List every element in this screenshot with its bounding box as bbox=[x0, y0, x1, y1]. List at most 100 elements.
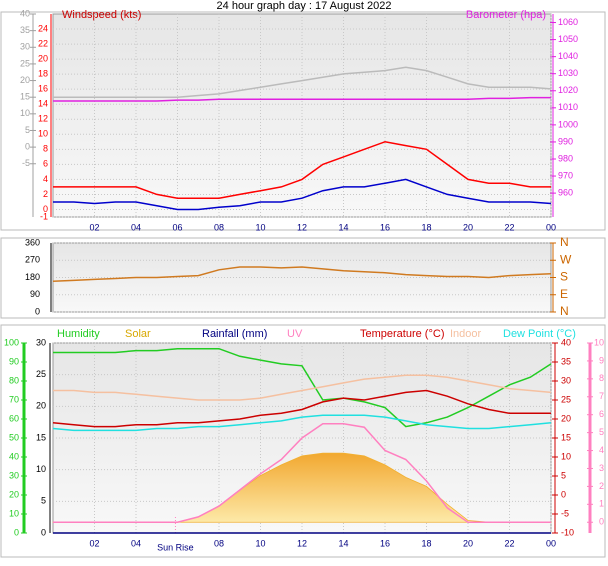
y3-tick-label: 0 bbox=[25, 141, 30, 151]
y-tick-label: 18 bbox=[38, 69, 48, 79]
legend-entry: UV bbox=[287, 328, 303, 340]
y-axis-title: Windspeed (kts) bbox=[62, 9, 141, 21]
y-tick-label: 6 bbox=[43, 159, 48, 169]
x-tick-label: 18 bbox=[421, 222, 431, 232]
line bbox=[52, 266, 552, 283]
y2-tick-label: 30 bbox=[561, 375, 571, 385]
x-tick-label: 02 bbox=[89, 222, 99, 232]
y-tick-label: 5 bbox=[41, 496, 46, 506]
legend-entry: Rainfall (mm) bbox=[202, 328, 267, 340]
y3-tick-label: 30 bbox=[20, 42, 30, 52]
y2-axis-title: Barometer (hpa) bbox=[466, 9, 546, 21]
line bbox=[53, 66, 552, 98]
annotation: Sun Rise bbox=[157, 542, 194, 552]
y3-tick-label: 20 bbox=[20, 75, 30, 85]
y2-tick-label: S bbox=[560, 270, 568, 284]
x-tick-label: 02 bbox=[89, 538, 99, 548]
y2-tick-label: 1000 bbox=[558, 119, 578, 129]
legend-entry: Dew Point (°C) bbox=[503, 328, 576, 340]
y-tick-label: 30 bbox=[36, 337, 46, 347]
y2-tick-label: W bbox=[560, 252, 572, 266]
y-tick-label: 12 bbox=[38, 114, 48, 124]
y2-tick-label: -5 bbox=[561, 508, 569, 518]
line bbox=[53, 178, 552, 211]
line bbox=[53, 347, 552, 428]
y2-tick-label: 20 bbox=[561, 413, 571, 423]
line bbox=[52, 414, 552, 432]
line bbox=[53, 374, 552, 401]
y3-tick-label: 30 bbox=[9, 470, 19, 480]
y4-tick-label: 7 bbox=[599, 391, 604, 401]
y3-tick-label: 35 bbox=[20, 25, 30, 35]
x-tick-label: 20 bbox=[463, 538, 473, 548]
x-tick-label: 10 bbox=[255, 222, 265, 232]
y2-tick-label: 960 bbox=[558, 187, 573, 197]
y2-tick-label: 40 bbox=[561, 337, 571, 347]
y2-tick-label: E bbox=[560, 287, 568, 301]
x-tick-label: 04 bbox=[131, 538, 141, 548]
y2-tick-label: 10 bbox=[561, 451, 571, 461]
y-tick-label: 14 bbox=[38, 99, 48, 109]
x-tick-label: 00 bbox=[546, 538, 556, 548]
x-tick-label: 22 bbox=[504, 538, 514, 548]
y-tick-label: 10 bbox=[38, 129, 48, 139]
y2-tick-label: -10 bbox=[561, 527, 574, 537]
x-tick-label: 16 bbox=[380, 222, 390, 232]
x-tick-label: 12 bbox=[297, 538, 307, 548]
legend-entry: Temperature (°C) bbox=[360, 328, 444, 340]
y4-tick-label: 9 bbox=[599, 355, 604, 365]
y2-tick-label: 990 bbox=[558, 136, 573, 146]
y-tick-label: 4 bbox=[43, 174, 48, 184]
x-tick-label: 08 bbox=[214, 222, 224, 232]
y2-tick-label: 25 bbox=[561, 394, 571, 404]
line bbox=[53, 422, 551, 523]
line bbox=[53, 141, 551, 199]
y-tick-label: 270 bbox=[25, 255, 40, 265]
y3-tick-label: 90 bbox=[9, 356, 19, 366]
y3-tick-label: 100 bbox=[4, 337, 19, 347]
y-tick-label: 10 bbox=[36, 464, 46, 474]
y2-tick-label: 1060 bbox=[558, 17, 578, 27]
y2-tick-label: N bbox=[560, 304, 569, 318]
y3-tick-label: 40 bbox=[20, 8, 30, 18]
y4-tick-label: 3 bbox=[599, 463, 604, 473]
x-tick-label: 04 bbox=[131, 222, 141, 232]
y3-tick-label: 10 bbox=[9, 508, 19, 518]
y-tick-label: 360 bbox=[25, 237, 40, 247]
y3-tick-label: 0 bbox=[14, 527, 19, 537]
y-tick-label: 16 bbox=[38, 84, 48, 94]
y2-tick-label: 15 bbox=[561, 432, 571, 442]
y-tick-label: 20 bbox=[36, 401, 46, 411]
y-tick-label: 90 bbox=[30, 289, 40, 299]
y4-tick-label: 0 bbox=[599, 517, 604, 527]
x-tick-label: 22 bbox=[504, 222, 514, 232]
y4-tick-label: 8 bbox=[599, 373, 604, 383]
y3-tick-label: -5 bbox=[22, 158, 30, 168]
y2-tick-label: 1020 bbox=[558, 85, 578, 95]
y2-tick-label: 970 bbox=[558, 170, 573, 180]
y3-tick-label: 15 bbox=[20, 92, 30, 102]
y-tick-label: 0 bbox=[43, 204, 48, 214]
legend-entry: Solar bbox=[125, 328, 151, 340]
y2-tick-label: N bbox=[560, 235, 569, 249]
y2-tick-label: 1030 bbox=[558, 68, 578, 78]
y2-tick-label: 980 bbox=[558, 153, 573, 163]
y4-tick-label: 10 bbox=[594, 337, 604, 347]
y-tick-label: 2 bbox=[43, 189, 48, 199]
y-tick-label: 180 bbox=[25, 272, 40, 282]
chart-title: 24 hour graph day : 17 August 2022 bbox=[217, 0, 392, 12]
x-tick-label: 16 bbox=[380, 538, 390, 548]
y2-tick-label: 1050 bbox=[558, 34, 578, 44]
x-tick-label: 10 bbox=[255, 538, 265, 548]
y-tick-label: 8 bbox=[43, 144, 48, 154]
y2-tick-label: 1040 bbox=[558, 51, 578, 61]
y-tick-label: 25 bbox=[36, 369, 46, 379]
x-tick-label: 12 bbox=[297, 222, 307, 232]
y3-tick-label: 50 bbox=[9, 432, 19, 442]
y-tick-label: 20 bbox=[38, 53, 48, 63]
y-tick-label: -1 bbox=[40, 211, 48, 221]
y3-tick-label: 25 bbox=[20, 58, 30, 68]
y4-tick-label: 2 bbox=[599, 481, 604, 491]
y3-tick-label: 10 bbox=[20, 108, 30, 118]
